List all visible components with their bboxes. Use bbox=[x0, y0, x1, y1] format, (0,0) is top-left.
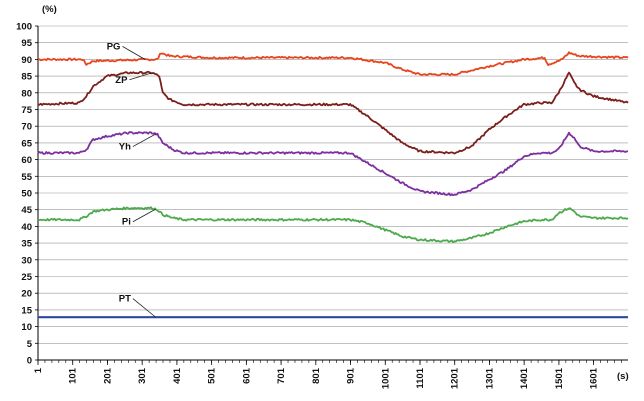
y-tick-label: 25 bbox=[21, 272, 32, 283]
x-tick-label: 1401 bbox=[519, 367, 530, 389]
x-tick-label: 1301 bbox=[484, 367, 495, 389]
y-axis-ticks: 0 5 10 15 20 25 30 35 40 45 50 55 60 65 70 75 80 85 90 95 10… bbox=[16, 22, 33, 367]
y-tick-label: 85 bbox=[21, 72, 32, 83]
series-line-pi bbox=[37, 206, 629, 244]
x-axis-ticks: 1 101 201 301 401 501 601 701 801 901 1001 1101 1201… bbox=[33, 367, 600, 389]
series-leader-pt bbox=[132, 298, 156, 318]
y-tick-label: 80 bbox=[21, 88, 32, 99]
y-tick-label: 20 bbox=[21, 289, 32, 300]
series-leader-pg bbox=[122, 46, 146, 60]
y-tick-label: 55 bbox=[21, 172, 32, 183]
series-lines bbox=[37, 51, 629, 319]
series-label-yh: Yh bbox=[119, 142, 131, 153]
x-tick-label: 901 bbox=[346, 367, 357, 384]
y-tick-label: 5 bbox=[27, 339, 33, 350]
y-tick-label: 50 bbox=[21, 189, 32, 200]
y-tick-label: 30 bbox=[21, 255, 32, 266]
y-tick-label: 35 bbox=[21, 239, 32, 250]
series-line-yh bbox=[37, 131, 629, 197]
series-label-pg: PG bbox=[107, 41, 121, 52]
x-tick-label: 801 bbox=[311, 367, 322, 384]
x-tick-label: 1201 bbox=[450, 367, 461, 389]
series-leader-yh bbox=[132, 133, 156, 147]
x-tick-label: 1501 bbox=[554, 367, 565, 389]
x-tick-label: 501 bbox=[207, 367, 218, 384]
x-tick-label: 201 bbox=[102, 367, 113, 384]
series-labels: PG ZP Yh Pi PT bbox=[107, 41, 156, 318]
x-tick-label: 401 bbox=[172, 367, 183, 384]
y-tick-label: 0 bbox=[27, 356, 32, 367]
y-tick-label: 40 bbox=[21, 222, 32, 233]
series-label-pt: PT bbox=[119, 294, 131, 305]
y-tick-label: 65 bbox=[21, 138, 32, 149]
series-line-pg bbox=[37, 51, 629, 77]
x-tick-label: 1 bbox=[33, 367, 44, 373]
y-tick-label: 95 bbox=[21, 38, 32, 49]
y-axis-label: (%) bbox=[42, 4, 57, 15]
series-line-zp bbox=[38, 70, 629, 155]
y-tick-label: 70 bbox=[21, 122, 32, 133]
y-tick-label: 15 bbox=[21, 305, 32, 316]
y-tick-label: 100 bbox=[16, 22, 32, 33]
x-axis-label: (s) bbox=[617, 371, 629, 382]
grid-lines bbox=[38, 25, 628, 344]
series-leader-pi bbox=[132, 208, 156, 223]
x-tick-label: 1101 bbox=[415, 367, 426, 388]
y-tick-label: 45 bbox=[21, 205, 32, 216]
series-label-zp: ZP bbox=[115, 75, 128, 86]
axes bbox=[35, 25, 628, 365]
y-tick-label: 10 bbox=[21, 322, 32, 333]
series-label-pi: Pi bbox=[122, 217, 131, 228]
series-leader-zp bbox=[129, 72, 153, 81]
x-tick-label: 1001 bbox=[380, 367, 391, 389]
x-tick-label: 101 bbox=[68, 367, 79, 384]
x-tick-label: 1601 bbox=[589, 367, 600, 389]
x-tick-label: 601 bbox=[241, 367, 252, 384]
y-tick-label: 60 bbox=[21, 155, 32, 166]
x-tick-label: 701 bbox=[276, 367, 287, 384]
y-tick-label: 90 bbox=[21, 55, 32, 66]
x-tick-label: 301 bbox=[137, 367, 148, 384]
y-tick-label: 75 bbox=[21, 105, 32, 116]
